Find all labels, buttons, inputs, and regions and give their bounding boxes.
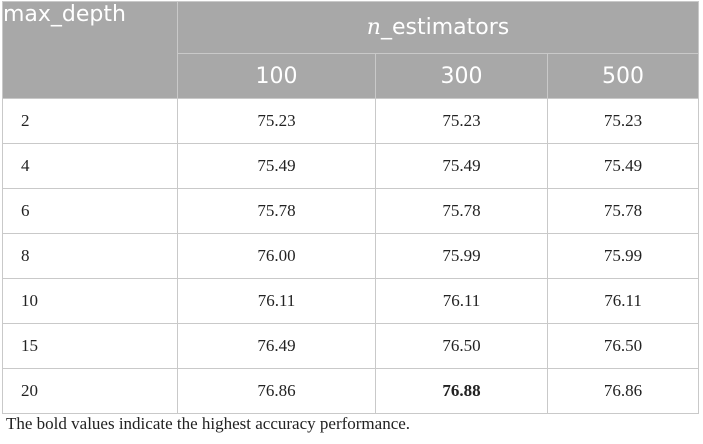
n-estimators-header: n_estimators <box>176 1 700 54</box>
accuracy-cell: 75.78 <box>546 188 700 234</box>
table-header: max_depth n_estimators 100 300 500 <box>2 1 700 99</box>
max-depth-header: max_depth <box>2 1 178 99</box>
accuracy-cell: 76.86 <box>177 368 376 414</box>
depth-cell: 2 <box>2 98 178 144</box>
accuracy-cell: 76.50 <box>375 323 548 369</box>
table-row: 20 76.86 76.88 76.86 <box>2 368 700 414</box>
table-footnote: The bold values indicate the highest acc… <box>6 414 411 433</box>
table-row: 15 76.49 76.50 76.50 <box>2 323 700 369</box>
header-row-top: max_depth n_estimators <box>2 1 700 99</box>
accuracy-cell: 76.86 <box>546 368 700 414</box>
accuracy-cell: 76.50 <box>546 323 700 369</box>
accuracy-cell: 75.99 <box>546 233 700 279</box>
n-estimators-variable: n <box>366 15 381 40</box>
depth-cell: 6 <box>2 188 178 234</box>
column-header-100: 100 <box>177 53 376 99</box>
accuracy-cell: 75.49 <box>546 143 700 189</box>
accuracy-cell: 75.49 <box>375 143 548 189</box>
accuracy-cell: 75.49 <box>177 143 376 189</box>
column-header-300: 300 <box>375 53 548 99</box>
table-row: 10 76.11 76.11 76.11 <box>2 278 700 324</box>
accuracy-cell: 76.11 <box>375 278 548 324</box>
depth-cell: 15 <box>2 323 178 369</box>
accuracy-cell: 76.11 <box>177 278 376 324</box>
accuracy-cell: 75.78 <box>177 188 376 234</box>
accuracy-cell: 75.23 <box>546 98 700 144</box>
column-header-500: 500 <box>546 53 700 99</box>
depth-cell: 4 <box>2 143 178 189</box>
table-row: 4 75.49 75.49 75.49 <box>2 143 700 189</box>
accuracy-cell: 76.00 <box>177 233 376 279</box>
best-accuracy-cell: 76.88 <box>375 368 548 414</box>
accuracy-cell: 75.78 <box>375 188 548 234</box>
table-row: 8 76.00 75.99 75.99 <box>2 233 700 279</box>
accuracy-cell: 75.23 <box>177 98 376 144</box>
results-table: max_depth n_estimators 100 300 500 2 75.… <box>2 1 700 414</box>
n-estimators-label: _estimators <box>380 15 510 40</box>
accuracy-cell: 76.49 <box>177 323 376 369</box>
header-row-columns: 100 300 500 <box>3 53 700 99</box>
accuracy-cell: 75.99 <box>375 233 548 279</box>
depth-cell: 8 <box>2 233 178 279</box>
accuracy-cell: 75.23 <box>375 98 548 144</box>
depth-cell: 10 <box>2 278 178 324</box>
table-row: 2 75.23 75.23 75.23 <box>2 98 700 144</box>
accuracy-cell: 76.11 <box>546 278 700 324</box>
depth-cell: 20 <box>2 368 178 414</box>
table-row: 6 75.78 75.78 75.78 <box>2 188 700 234</box>
table-body: 2 75.23 75.23 75.23 4 75.49 75.49 75.49 … <box>2 98 700 414</box>
